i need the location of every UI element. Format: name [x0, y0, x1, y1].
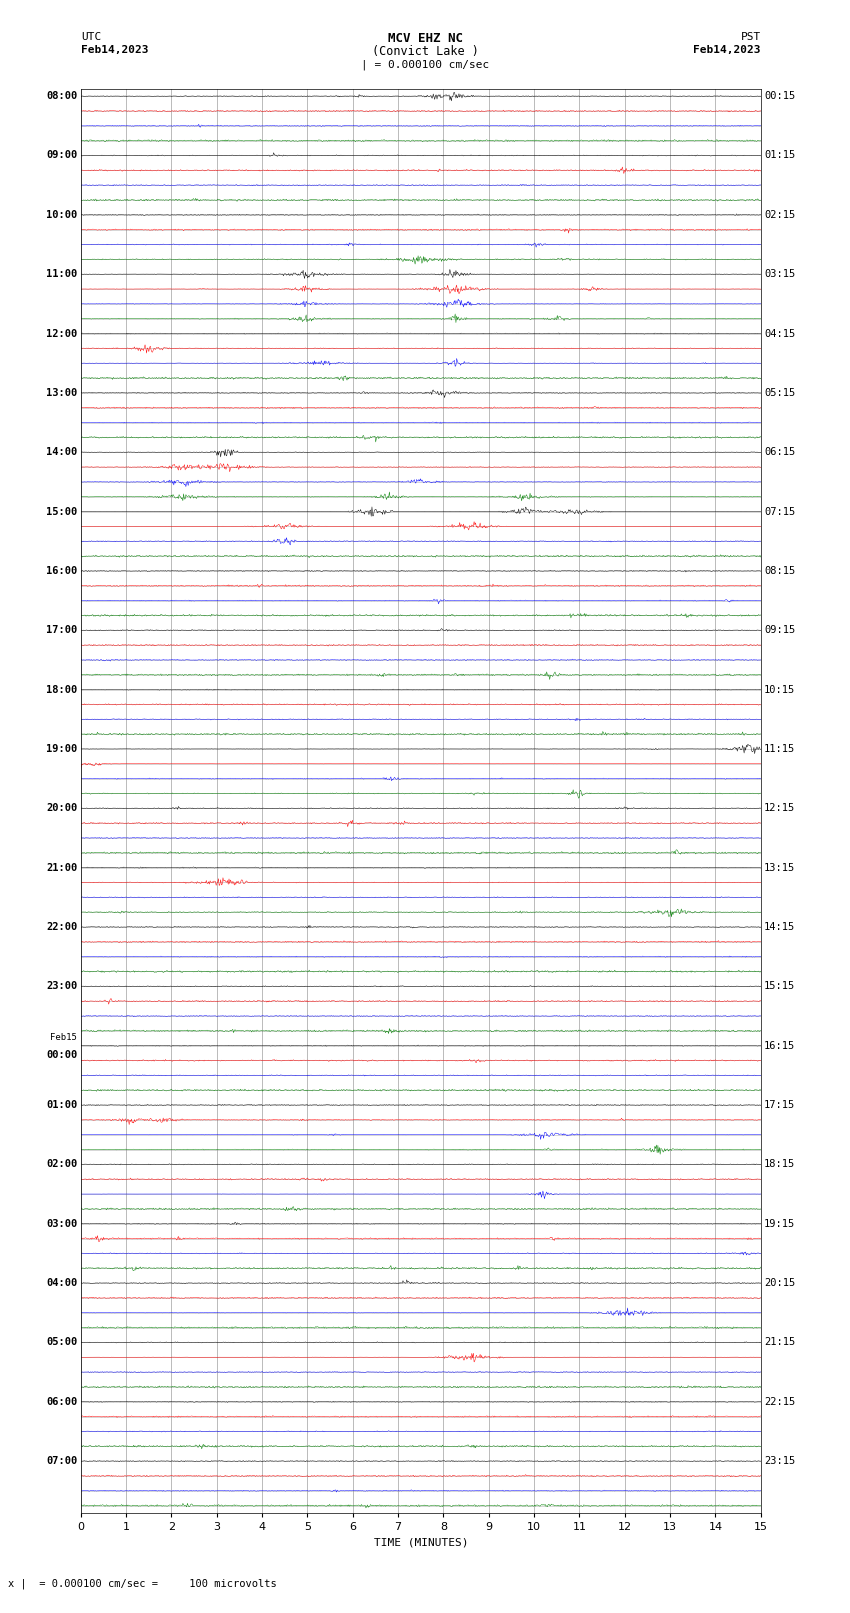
Text: 23:15: 23:15: [764, 1457, 796, 1466]
Text: 03:15: 03:15: [764, 269, 796, 279]
Text: | = 0.000100 cm/sec: | = 0.000100 cm/sec: [361, 60, 489, 71]
Text: 06:00: 06:00: [46, 1397, 77, 1407]
Text: 19:15: 19:15: [764, 1219, 796, 1229]
Text: 18:00: 18:00: [46, 684, 77, 695]
Text: 16:15: 16:15: [764, 1040, 796, 1050]
Text: 01:15: 01:15: [764, 150, 796, 160]
Text: 08:00: 08:00: [46, 90, 77, 102]
Text: 09:00: 09:00: [46, 150, 77, 160]
Text: 05:15: 05:15: [764, 387, 796, 398]
Text: 13:00: 13:00: [46, 387, 77, 398]
Text: 10:15: 10:15: [764, 684, 796, 695]
Text: 09:15: 09:15: [764, 626, 796, 636]
Text: 13:15: 13:15: [764, 863, 796, 873]
Text: 23:00: 23:00: [46, 981, 77, 992]
Text: UTC: UTC: [81, 32, 101, 42]
Text: Feb14,2023: Feb14,2023: [81, 45, 148, 55]
Text: 16:00: 16:00: [46, 566, 77, 576]
Text: 15:00: 15:00: [46, 506, 77, 516]
Text: 00:00: 00:00: [46, 1050, 77, 1060]
Text: 00:15: 00:15: [764, 90, 796, 102]
Text: (Convict Lake ): (Convict Lake ): [371, 45, 479, 58]
Text: x |  = 0.000100 cm/sec =     100 microvolts: x | = 0.000100 cm/sec = 100 microvolts: [8, 1578, 277, 1589]
Text: 02:00: 02:00: [46, 1160, 77, 1169]
Text: 01:00: 01:00: [46, 1100, 77, 1110]
Text: 22:15: 22:15: [764, 1397, 796, 1407]
Text: 11:15: 11:15: [764, 744, 796, 753]
Text: 22:00: 22:00: [46, 923, 77, 932]
Text: 14:00: 14:00: [46, 447, 77, 456]
Text: 05:00: 05:00: [46, 1337, 77, 1347]
Text: 14:15: 14:15: [764, 923, 796, 932]
Text: 02:15: 02:15: [764, 210, 796, 219]
Text: 11:00: 11:00: [46, 269, 77, 279]
Text: 04:00: 04:00: [46, 1277, 77, 1289]
Text: 12:00: 12:00: [46, 329, 77, 339]
Text: 20:00: 20:00: [46, 803, 77, 813]
Text: 10:00: 10:00: [46, 210, 77, 219]
Text: 19:00: 19:00: [46, 744, 77, 753]
Text: 15:15: 15:15: [764, 981, 796, 992]
Text: 07:15: 07:15: [764, 506, 796, 516]
Text: 04:15: 04:15: [764, 329, 796, 339]
Text: 08:15: 08:15: [764, 566, 796, 576]
Text: 03:00: 03:00: [46, 1219, 77, 1229]
Text: Feb14,2023: Feb14,2023: [694, 45, 761, 55]
Text: 20:15: 20:15: [764, 1277, 796, 1289]
Text: 12:15: 12:15: [764, 803, 796, 813]
Text: Feb15: Feb15: [50, 1032, 77, 1042]
Text: 06:15: 06:15: [764, 447, 796, 456]
Text: 07:00: 07:00: [46, 1457, 77, 1466]
Text: MCV EHZ NC: MCV EHZ NC: [388, 32, 462, 45]
Text: 21:00: 21:00: [46, 863, 77, 873]
Text: PST: PST: [740, 32, 761, 42]
X-axis label: TIME (MINUTES): TIME (MINUTES): [373, 1537, 468, 1547]
Text: 21:15: 21:15: [764, 1337, 796, 1347]
Text: 18:15: 18:15: [764, 1160, 796, 1169]
Text: 17:00: 17:00: [46, 626, 77, 636]
Text: 17:15: 17:15: [764, 1100, 796, 1110]
